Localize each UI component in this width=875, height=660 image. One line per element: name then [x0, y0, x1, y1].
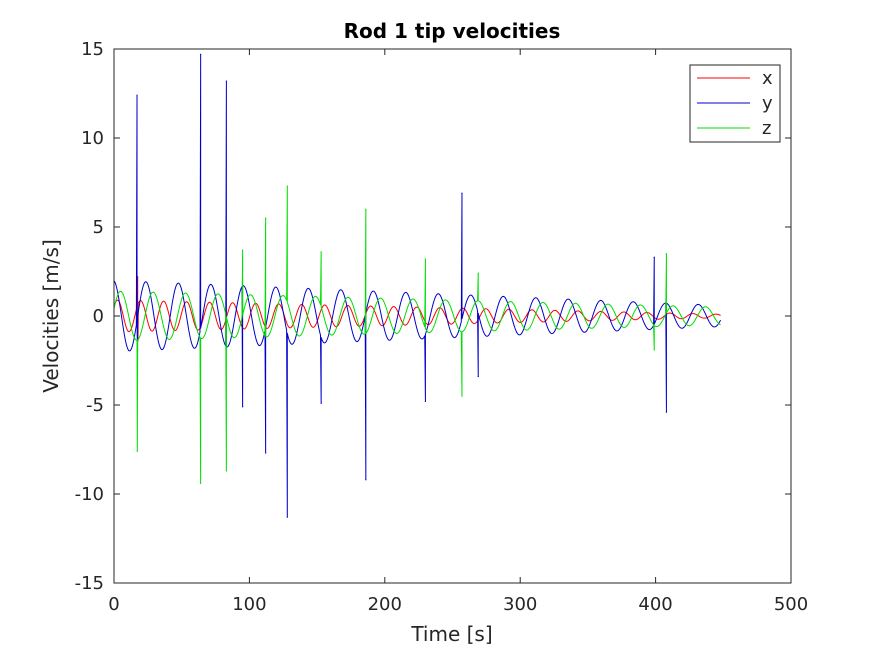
spike-point-z [200, 482, 202, 484]
x-axis-label: Time [s] [410, 622, 492, 646]
spike-point-y [461, 192, 463, 194]
spike-point-y [365, 479, 367, 481]
spike-point-z [320, 251, 322, 253]
y-tick-label: 5 [93, 217, 104, 238]
x-ticks: 0 100 200 300 400 500 [108, 49, 808, 615]
series-line-x [113, 276, 721, 342]
y-axis-label: Velocities [m/s] [39, 239, 63, 393]
y-ticks: -15 -10 -5 0 5 10 15 [75, 39, 791, 594]
spike-point-z [265, 217, 267, 219]
spike-point-y [477, 375, 479, 378]
y-tick-label: -5 [86, 395, 104, 416]
y-tick-label: 0 [93, 306, 104, 327]
series-line-z [113, 185, 721, 484]
spike-point-y [200, 53, 202, 55]
spike-point-z [424, 258, 427, 260]
spike-point-z [653, 349, 655, 351]
y-tick-label: 10 [81, 128, 104, 149]
spike-point-z [477, 272, 479, 274]
legend-label-y: y [762, 93, 773, 114]
spike-point-z [665, 253, 668, 255]
spike-point-z [365, 208, 367, 210]
spike-point-y [286, 516, 288, 518]
x-tick-label: 500 [774, 594, 808, 615]
x-tick-label: 200 [368, 594, 402, 615]
spike-point-y [242, 406, 244, 408]
series-line-y [113, 53, 722, 518]
y-tick-label: -10 [75, 484, 104, 505]
spike-point-z [136, 450, 138, 452]
spike-point-y [320, 402, 322, 404]
x-tick-label: 0 [108, 594, 119, 615]
x-tick-label: 300 [503, 594, 537, 615]
spike-point-z [286, 185, 288, 187]
spike-point-y [225, 80, 227, 82]
legend-label-z: z [762, 118, 771, 139]
x-tick-label: 400 [638, 594, 672, 615]
spike-point-z [225, 470, 227, 472]
y-tick-label: -15 [75, 573, 104, 594]
series-layer [113, 53, 722, 518]
spike-point-y [265, 452, 267, 454]
spike-point-y [136, 94, 138, 96]
legend: xyz [689, 64, 781, 143]
chart-title: Rod 1 tip velocities [344, 19, 561, 43]
legend-label-x: x [762, 68, 773, 89]
spike-point-z [242, 249, 244, 251]
spike-point-y [424, 400, 427, 403]
spike-point-y [665, 411, 668, 413]
x-tick-label: 100 [232, 594, 266, 615]
y-tick-label: 15 [81, 39, 104, 60]
spike-point-z [461, 395, 463, 397]
spike-point-y [653, 256, 655, 258]
